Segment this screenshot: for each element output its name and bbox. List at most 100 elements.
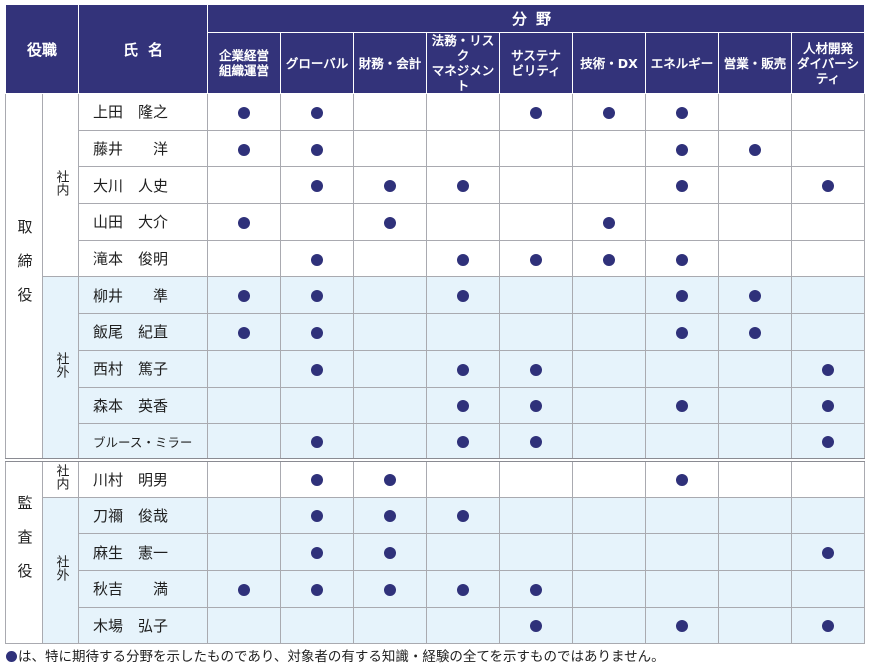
header-name: 氏名 — [78, 4, 209, 94]
skill-cell — [718, 569, 793, 608]
member-name: 飯尾 紀直 — [78, 313, 209, 351]
skill-cell — [572, 533, 647, 571]
skill-cell — [572, 606, 647, 645]
skill-cell — [426, 569, 501, 608]
dot-icon — [384, 216, 397, 229]
header-field-line: 営業・販売 — [723, 55, 787, 71]
table-row: 森本 英香 — [6, 386, 866, 425]
skill-cell — [791, 349, 866, 388]
skill-cell — [280, 423, 355, 461]
dot-icon — [311, 363, 324, 376]
skill-cell — [572, 569, 647, 608]
member-name: 滝本 俊明 — [78, 239, 209, 278]
skill-cell — [572, 203, 647, 241]
table-row: 飯尾 紀直 — [6, 313, 866, 351]
skill-cell — [426, 129, 501, 168]
skill-cell — [791, 129, 866, 168]
skill-cell — [353, 349, 428, 388]
skill-cell — [645, 423, 720, 461]
skill-cell — [718, 458, 793, 498]
dot-icon — [676, 400, 689, 413]
dot-icon — [530, 400, 543, 413]
dot-icon — [457, 400, 470, 413]
skill-cell — [499, 349, 574, 388]
skill-cell — [791, 606, 866, 645]
member-name: 刀禰 俊哉 — [78, 496, 209, 535]
skill-cell — [353, 496, 428, 535]
header-field-line: 企業経営 — [219, 48, 270, 63]
skill-cell — [207, 458, 282, 498]
member-name: 柳井 準 — [78, 276, 209, 315]
group-cell: 社外 — [41, 496, 80, 645]
dot-icon — [311, 253, 324, 266]
skill-cell — [499, 129, 574, 168]
skill-cell — [645, 606, 720, 645]
dot-icon — [457, 363, 470, 376]
dot-icon — [749, 326, 762, 339]
dot-icon — [530, 620, 543, 633]
skill-cell — [353, 203, 428, 241]
table-row: 監査役 社内 川村 明男 — [5, 458, 866, 645]
skill-cell — [207, 93, 282, 131]
header-field-8: 営業・販売 — [718, 32, 793, 94]
dot-icon — [457, 180, 470, 193]
dot-icon — [311, 106, 324, 119]
member-name: 秋吉 満 — [78, 569, 209, 608]
dot-icon — [238, 143, 251, 156]
skill-cell — [499, 458, 574, 498]
skill-cell — [280, 239, 355, 278]
member-name: 大川 人史 — [78, 166, 209, 205]
skill-cell — [499, 386, 574, 425]
skill-cell — [572, 349, 647, 388]
skill-cell — [207, 166, 282, 205]
role-cell: 監査役 — [5, 458, 43, 645]
skill-cell — [280, 166, 355, 205]
table-row: 社外 刀禰 俊哉 — [6, 496, 866, 645]
role-label: 取締役 — [15, 218, 34, 321]
skill-cell — [645, 533, 720, 571]
header-field-1: 企業経営 組織運営 — [207, 32, 282, 94]
skill-cell — [207, 606, 282, 645]
skill-cell — [791, 569, 866, 608]
dot-icon — [676, 290, 689, 303]
dot-icon — [676, 106, 689, 119]
skill-cell — [499, 569, 574, 608]
skill-cell — [353, 313, 428, 351]
skill-cell — [718, 239, 793, 278]
group-cell: 社内 — [41, 458, 80, 498]
dot-icon — [311, 326, 324, 339]
member-name: 藤井 洋 — [78, 129, 209, 168]
skill-cell — [207, 276, 282, 315]
skill-cell — [572, 313, 647, 351]
skill-cell — [791, 423, 866, 461]
skill-cell — [426, 496, 501, 535]
dot-icon — [603, 106, 616, 119]
table-row: 滝本 俊明 — [6, 239, 866, 278]
skill-cell — [426, 606, 501, 645]
skill-cell — [426, 533, 501, 571]
group-label: 社内 — [53, 463, 69, 490]
skill-cell — [791, 386, 866, 425]
skill-cell — [353, 386, 428, 425]
skill-cell — [207, 313, 282, 351]
skill-cell — [645, 93, 720, 131]
footnote-text: は、特に期待する分野を示したものであり、対象者の有する知識・経験の全てを示すもの… — [18, 649, 665, 665]
skill-cell — [426, 166, 501, 205]
skill-cell — [791, 276, 866, 315]
header-field-4: 法務・リスク マネジメント — [426, 32, 501, 94]
skill-cell — [280, 276, 355, 315]
skill-cell — [280, 458, 355, 498]
header-field-line: 技術・DX — [580, 55, 638, 71]
skill-cell — [572, 458, 647, 498]
dot-icon — [384, 180, 397, 193]
skills-matrix-table: 役職 氏名 分野 企業経営 組織運営 グローバル 財務・会計 法務・リスク マネジメントサ… — [4, 4, 866, 645]
header-field-6: 技術・DX — [572, 32, 647, 94]
skill-cell — [572, 386, 647, 425]
skill-cell — [207, 496, 282, 535]
skill-cell — [207, 569, 282, 608]
table-row: 社外 柳井 準 — [6, 276, 866, 461]
skill-cell — [645, 496, 720, 535]
header-field-group: 分野 — [207, 4, 866, 33]
skill-cell — [499, 166, 574, 205]
